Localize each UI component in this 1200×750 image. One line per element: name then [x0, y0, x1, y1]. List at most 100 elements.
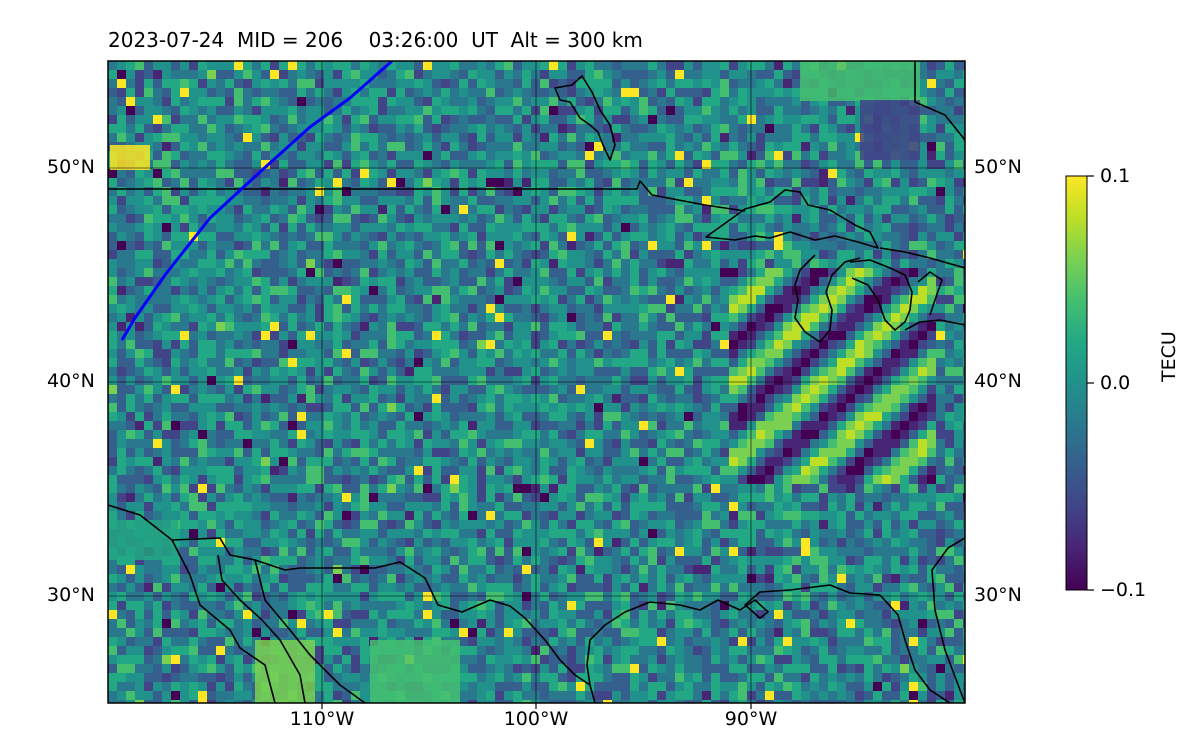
tec-cell: [486, 88, 495, 97]
tec-cell: [657, 349, 666, 358]
tec-cell: [306, 421, 315, 430]
tec-cell: [918, 331, 927, 340]
tec-cell: [207, 124, 216, 133]
tec-cell: [315, 358, 324, 367]
tec-cell: [621, 475, 630, 484]
tec-cell: [711, 241, 720, 250]
tec-cell: [666, 385, 675, 394]
tec-cell: [486, 223, 495, 232]
tec-cell: [693, 466, 702, 475]
tec-cell: [162, 430, 171, 439]
tec-cell: [468, 358, 477, 367]
tec-cell: [342, 313, 351, 322]
tec-cell: [459, 421, 468, 430]
tec-cell: [279, 268, 288, 277]
tec-cell: [468, 421, 477, 430]
tec-cell: [783, 187, 792, 196]
tec-cell: [387, 421, 396, 430]
tec-cell: [477, 151, 486, 160]
tec-cell: [153, 286, 162, 295]
tec-cell: [306, 448, 315, 457]
tec-cell: [261, 178, 270, 187]
tec-cell: [648, 313, 657, 322]
tec-cell: [279, 376, 288, 385]
tec-cell: [306, 88, 315, 97]
tec-cell: [216, 448, 225, 457]
tec-cell: [729, 349, 738, 358]
tec-cell: [207, 340, 216, 349]
tec-cell: [954, 502, 963, 511]
tec-cell: [423, 178, 432, 187]
tec-cell: [225, 493, 234, 502]
tec-cell: [162, 205, 171, 214]
tec-cell: [594, 475, 603, 484]
tec-cell: [963, 340, 965, 349]
tec-cell: [108, 421, 117, 430]
tec-cell: [279, 70, 288, 79]
tec-cell: [864, 277, 873, 286]
tec-cell: [162, 403, 171, 412]
tec-cell: [279, 511, 288, 520]
tec-cell: [765, 412, 774, 421]
tec-cell: [909, 421, 918, 430]
tec-cell: [630, 358, 639, 367]
tec-cell: [558, 151, 567, 160]
tec-cell: [738, 250, 747, 259]
tec-cell: [252, 151, 261, 160]
tec-cell: [684, 205, 693, 214]
tec-cell: [720, 304, 729, 313]
tec-cell: [405, 142, 414, 151]
tec-cell: [666, 124, 675, 133]
tec-cell: [243, 88, 252, 97]
tec-cell: [612, 367, 621, 376]
tec-cell: [963, 412, 965, 421]
tec-cell: [693, 268, 702, 277]
tec-cell: [315, 295, 324, 304]
tec-cell: [441, 340, 450, 349]
tec-cell: [693, 430, 702, 439]
tec-cell: [216, 61, 225, 70]
tec-cell: [720, 349, 729, 358]
tec-cell: [927, 493, 936, 502]
tec-cell: [855, 250, 864, 259]
tec-cell: [405, 358, 414, 367]
tec-cell: [684, 79, 693, 88]
tec-cell: [288, 178, 297, 187]
tec-cell: [810, 412, 819, 421]
tec-cell: [369, 241, 378, 250]
tec-cell: [333, 70, 342, 79]
tec-cell: [432, 259, 441, 268]
tec-cell: [306, 133, 315, 142]
tec-cell: [405, 178, 414, 187]
tec-cell: [738, 367, 747, 376]
tec-cell: [612, 502, 621, 511]
tec-cell: [738, 61, 747, 70]
tec-cell: [765, 502, 774, 511]
tec-cell: [603, 106, 612, 115]
tec-cell: [747, 403, 756, 412]
tec-cell: [810, 340, 819, 349]
tec-cell: [207, 430, 216, 439]
tec-cell: [630, 412, 639, 421]
tec-cell: [594, 259, 603, 268]
tec-cell: [954, 367, 963, 376]
tec-cell: [126, 412, 135, 421]
tec-cell: [594, 250, 603, 259]
tec-cell: [522, 151, 531, 160]
tec-cell: [891, 358, 900, 367]
tec-cell: [306, 376, 315, 385]
tec-cell: [144, 277, 153, 286]
tec-cell: [243, 196, 252, 205]
tec-cell: [207, 457, 216, 466]
tec-cell: [963, 142, 965, 151]
tec-cell: [846, 250, 855, 259]
tec-cell: [765, 169, 774, 178]
tec-cell: [369, 214, 378, 223]
tec-cell: [144, 169, 153, 178]
tec-cell: [540, 286, 549, 295]
tec-cell: [522, 376, 531, 385]
tec-cell: [468, 430, 477, 439]
tec-cell: [225, 340, 234, 349]
tec-cell: [648, 394, 657, 403]
tec-cell: [495, 331, 504, 340]
